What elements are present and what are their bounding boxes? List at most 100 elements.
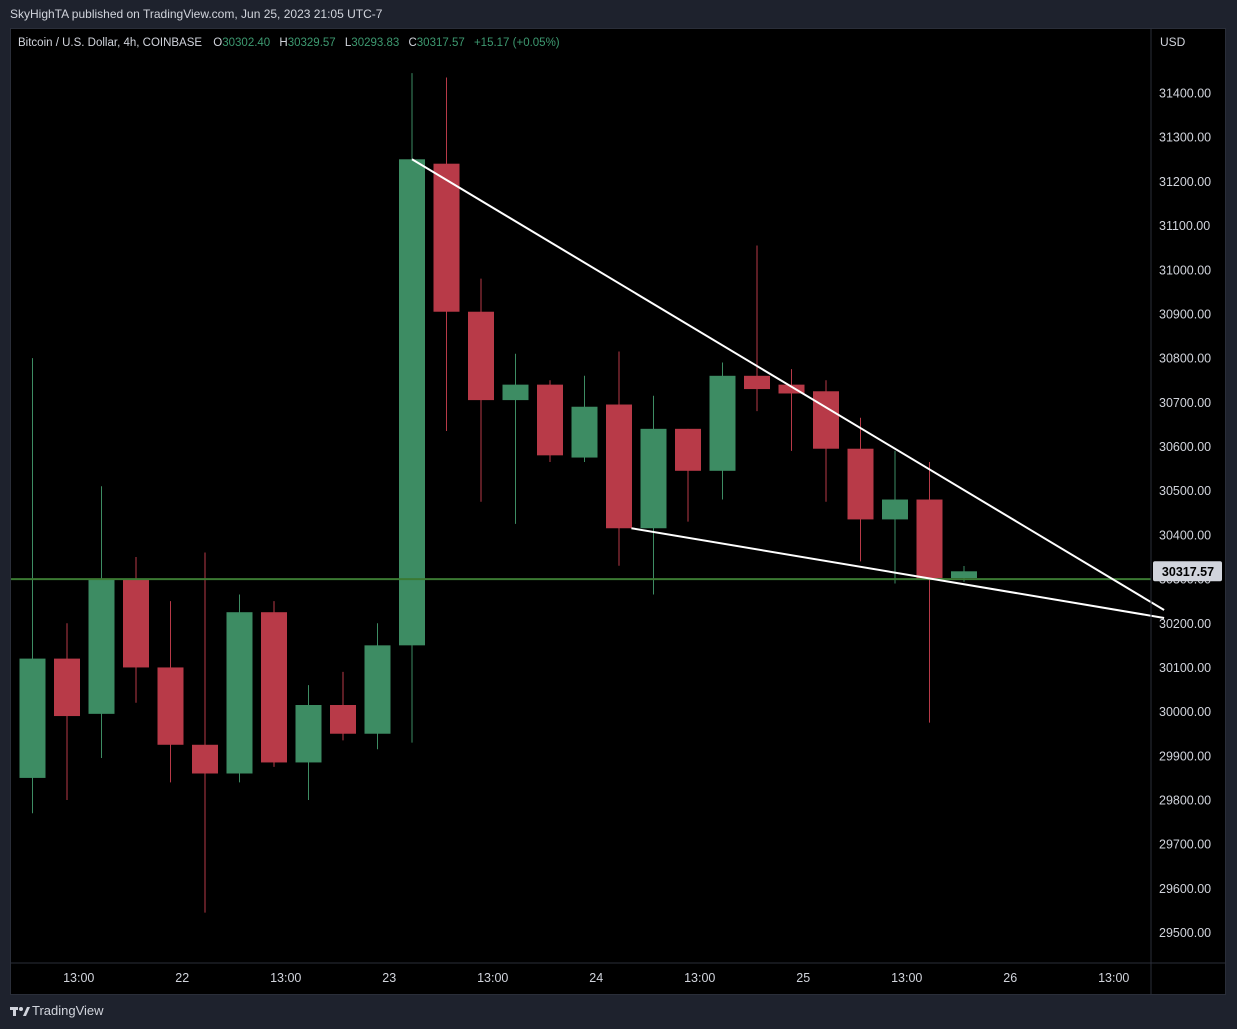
price-tick-label: 29600.00 (1159, 882, 1211, 896)
low-value: 30293.83 (351, 37, 399, 49)
price-tick-label: 31400.00 (1159, 87, 1211, 101)
price-tick-label: 29800.00 (1159, 794, 1211, 808)
candle (537, 380, 563, 462)
candle (295, 685, 322, 801)
price-tick-label: 30900.00 (1159, 307, 1211, 321)
candle-body (468, 311, 494, 401)
candle-body (330, 705, 356, 734)
price-tick-label: 30100.00 (1159, 661, 1211, 675)
candle (675, 428, 701, 522)
price-tick-label: 31300.00 (1159, 131, 1211, 145)
currency-label[interactable]: USD (1160, 35, 1186, 49)
candle (123, 556, 149, 703)
ohlc-legend: Bitcoin / U.S. Dollar, 4h, COINBASE O303… (18, 37, 560, 49)
candle-body (19, 658, 46, 778)
time-tick-label: 13:00 (684, 971, 715, 985)
price-tick-label: 30000.00 (1159, 705, 1211, 719)
high-value: 30329.57 (288, 37, 336, 49)
price-tick-label: 30200.00 (1159, 617, 1211, 631)
candle-body (744, 375, 770, 390)
candle-body (364, 645, 391, 734)
price-tick-label: 30600.00 (1159, 440, 1211, 454)
time-tick-label: 25 (796, 971, 810, 985)
svg-text:30317.57: 30317.57 (1162, 565, 1214, 579)
candle (88, 486, 115, 759)
candle (571, 375, 598, 462)
tradingview-logo-icon (10, 1006, 30, 1016)
trendline (411, 158, 1165, 611)
candle (54, 623, 80, 801)
candle-body (571, 406, 598, 458)
candle (847, 417, 874, 562)
close-label: C (408, 37, 416, 49)
candle-body (399, 159, 425, 646)
candle (778, 369, 805, 451)
candle-body (502, 384, 529, 401)
candle-body (295, 705, 322, 763)
time-tick-label: 23 (382, 971, 396, 985)
candle-body (537, 384, 563, 456)
time-tick-label: 13:00 (477, 971, 508, 985)
time-tick-label: 26 (1003, 971, 1017, 985)
price-tick-label: 31200.00 (1159, 175, 1211, 189)
candle-body (192, 744, 218, 774)
candle-body (882, 499, 908, 520)
high-label: H (279, 37, 287, 49)
candle (468, 278, 494, 502)
candle-body (54, 658, 80, 717)
candle-body (123, 579, 149, 668)
candle (157, 601, 184, 783)
candle (330, 671, 356, 741)
price-tick-label: 29700.00 (1159, 838, 1211, 852)
candle-body (813, 391, 839, 449)
publisher-bar: SkyHighTA published on TradingView.com, … (0, 0, 1237, 28)
price-tick-label: 30400.00 (1159, 528, 1211, 542)
candle (192, 552, 218, 913)
open-label: O (213, 37, 222, 49)
trendlines-layer (411, 158, 1165, 619)
candle (744, 245, 770, 412)
price-tick-label: 30700.00 (1159, 396, 1211, 410)
candle (606, 351, 632, 566)
time-tick-label: 13:00 (891, 971, 922, 985)
candle-body (157, 667, 184, 745)
candle-body (88, 579, 115, 714)
trendline (631, 527, 1165, 619)
candle (19, 358, 46, 814)
candle (261, 601, 287, 767)
price-tick-label: 29500.00 (1159, 926, 1211, 940)
close-value: 30317.57 (417, 37, 465, 49)
candle (226, 594, 253, 783)
candle (433, 77, 460, 432)
low-label: L (345, 37, 352, 49)
time-tick-label: 13:00 (1098, 971, 1129, 985)
candle-body (261, 612, 287, 763)
price-tick-label: 30800.00 (1159, 352, 1211, 366)
open-value: 30302.40 (222, 37, 270, 49)
candle (640, 395, 667, 595)
tradingview-wordmark: TradingView (32, 1003, 104, 1019)
candle-body (675, 428, 701, 471)
candle (813, 380, 839, 502)
footer-brand[interactable]: TradingView (10, 1002, 104, 1022)
change-value: +15.17 (+0.05%) (474, 37, 560, 49)
candle (399, 73, 425, 743)
candle (916, 461, 943, 723)
time-tick-label: 13:00 (270, 971, 301, 985)
price-tick-label: 30500.00 (1159, 484, 1211, 498)
candle (502, 353, 529, 524)
time-tick-label: 24 (589, 971, 603, 985)
candle-body (640, 428, 667, 529)
candle-body (606, 404, 632, 529)
price-tick-label: 29900.00 (1159, 749, 1211, 763)
candle-body (433, 163, 460, 312)
candle-body (916, 499, 943, 580)
candlestick-chart[interactable]: 29500.00 29600.00 29700.00 29800.00 29900.00… (0, 0, 1237, 1000)
price-axis: 29500.00 29600.00 29700.00 29800.00 29900.00… (1159, 87, 1211, 941)
candle-body (847, 448, 874, 520)
candle-body (709, 375, 736, 471)
candle (364, 623, 391, 750)
candles-layer (19, 73, 977, 913)
time-tick-label: 22 (175, 971, 189, 985)
candle (882, 450, 908, 584)
